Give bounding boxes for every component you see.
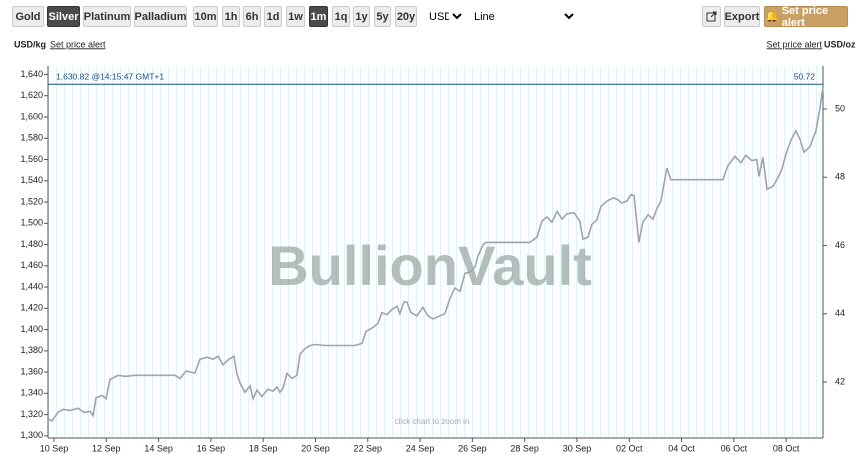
alert-button[interactable]: 🔔 Set price alert bbox=[764, 4, 848, 29]
y-tick-label: 1,300 bbox=[20, 430, 43, 440]
x-tick-label: 06 Oct bbox=[721, 443, 748, 453]
y-tick-label: 1,360 bbox=[20, 366, 43, 376]
range-button[interactable]: 1q bbox=[332, 6, 350, 27]
x-tick-label: 02 Oct bbox=[616, 443, 643, 453]
range-button[interactable]: 1h bbox=[222, 6, 240, 27]
range-button[interactable]: 1w bbox=[286, 6, 305, 27]
open-button[interactable] bbox=[702, 6, 721, 27]
x-tick-label: 28 Sep bbox=[510, 443, 539, 453]
alert-link[interactable]: Set price alert bbox=[50, 39, 106, 49]
x-tick-label: 16 Sep bbox=[197, 443, 226, 453]
currency-select[interactable]: USD bbox=[425, 7, 465, 26]
current-oz-label: 50.72 bbox=[794, 72, 816, 82]
y2-tick-label: 48 bbox=[835, 172, 845, 182]
y-tick-label: 1,340 bbox=[20, 388, 43, 398]
x-tick-label: 18 Sep bbox=[249, 443, 278, 453]
toolbar: Gold Silver Platinum Palladium 10m 1h 6h 1d 1w 1m… bbox=[0, 0, 860, 33]
y-axis-label: USD/kg bbox=[14, 39, 46, 49]
y-tick-label: 1,500 bbox=[20, 218, 43, 228]
bell: 🔔 bbox=[765, 11, 779, 23]
x-tick-label: 30 Sep bbox=[563, 443, 592, 453]
y2-tick-label: 42 bbox=[835, 376, 845, 386]
range-button[interactable]: 10m bbox=[193, 6, 218, 27]
range-button[interactable]: 1m bbox=[309, 6, 328, 27]
range-button[interactable]: 5y bbox=[374, 6, 391, 27]
metal-button[interactable]: Palladium bbox=[134, 6, 187, 27]
y-tick-label: 1,540 bbox=[20, 175, 43, 185]
x-tick-label: 04 Oct bbox=[668, 443, 695, 453]
hint: click chart to zoom in bbox=[395, 417, 470, 426]
current-price-label: 1,630.82 @14:15:47 GMT+1 bbox=[56, 72, 164, 82]
x-tick-label: 10 Sep bbox=[40, 443, 69, 453]
range-button[interactable]: 1y bbox=[353, 6, 370, 27]
metal-button[interactable]: Gold bbox=[12, 6, 44, 27]
metal-button[interactable]: Silver bbox=[47, 6, 80, 27]
watermark: BullionVault bbox=[268, 234, 592, 297]
style-select[interactable]: Line bbox=[470, 7, 577, 26]
x-tick-label: 26 Sep bbox=[458, 443, 487, 453]
y-tick-label: 1,320 bbox=[20, 409, 43, 419]
y-tick-label: 1,620 bbox=[20, 90, 43, 100]
y2-tick-label: 46 bbox=[835, 240, 845, 250]
y-tick-label: 1,520 bbox=[20, 196, 43, 206]
y-tick-label: 1,460 bbox=[20, 260, 43, 270]
alert-link[interactable]: Set price alert bbox=[766, 39, 822, 49]
y-tick-label: 1,560 bbox=[20, 154, 43, 164]
y2-axis-label: USD/oz bbox=[824, 39, 856, 49]
range-button[interactable]: 6h bbox=[243, 6, 261, 27]
x-tick-label: 14 Sep bbox=[144, 443, 173, 453]
y-tick-label: 1,380 bbox=[20, 345, 43, 355]
export-button[interactable]: Export bbox=[724, 6, 760, 27]
x-tick-label: 22 Sep bbox=[354, 443, 383, 453]
icon bbox=[706, 11, 717, 22]
y-tick-label: 1,580 bbox=[20, 133, 43, 143]
range-button[interactable]: 20y bbox=[395, 6, 417, 27]
y2-tick-label: 50 bbox=[835, 103, 845, 113]
y-tick-label: 1,420 bbox=[20, 303, 43, 313]
y-tick-label: 1,640 bbox=[20, 69, 43, 79]
y-tick-label: 1,480 bbox=[20, 239, 43, 249]
y-tick-label: 1,440 bbox=[20, 281, 43, 291]
x-tick-label: 20 Sep bbox=[301, 443, 330, 453]
y-tick-label: 1,600 bbox=[20, 111, 43, 121]
x-tick-label: 24 Sep bbox=[406, 443, 435, 453]
range-button[interactable]: 1d bbox=[264, 6, 282, 27]
y-tick-label: 1,400 bbox=[20, 324, 43, 334]
price-line bbox=[47, 87, 824, 423]
x-tick-label: 08 Oct bbox=[773, 443, 800, 453]
metal-button[interactable]: Platinum bbox=[83, 6, 131, 27]
y2-tick-label: 44 bbox=[835, 308, 845, 318]
alert-label: Set price alert bbox=[781, 4, 829, 29]
x-tick-label: 12 Sep bbox=[92, 443, 121, 453]
